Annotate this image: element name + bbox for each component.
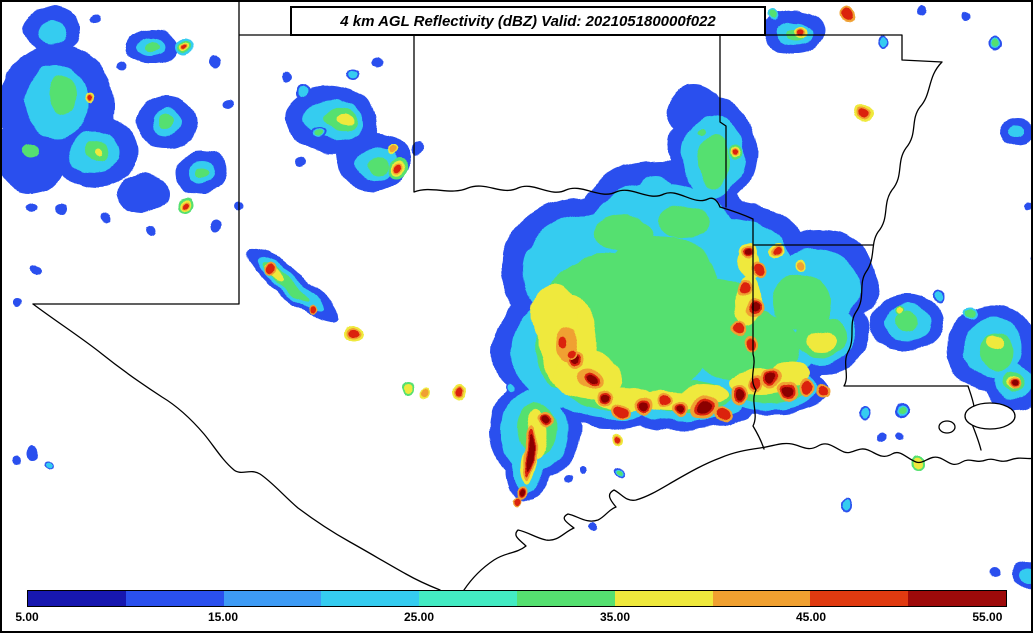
colorbar-segment xyxy=(810,591,909,606)
plot-title: 4 km AGL Reflectivity (dBZ) Valid: 20210… xyxy=(340,12,716,30)
rio-grande-border xyxy=(32,303,441,591)
colorbar-segment xyxy=(712,591,811,606)
gulf-coastline xyxy=(463,442,1031,591)
radar-reflectivity-layer xyxy=(2,5,1031,589)
map-borders xyxy=(32,2,1031,591)
colorbar-segment xyxy=(614,591,713,606)
lake-pontchartrain xyxy=(964,402,1016,430)
colorbar-segment xyxy=(516,591,615,606)
colorbar-segment xyxy=(419,591,517,606)
colorbar-segment xyxy=(908,591,1006,606)
colorbar-segment xyxy=(28,591,126,606)
colorbar xyxy=(27,590,1007,607)
lake-maurepas xyxy=(938,420,956,434)
title-box: 4 km AGL Reflectivity (dBZ) Valid: 20210… xyxy=(290,6,766,36)
colorbar-segment xyxy=(321,591,420,606)
colorbar-segment xyxy=(125,591,224,606)
colorbar-segment xyxy=(223,591,322,606)
